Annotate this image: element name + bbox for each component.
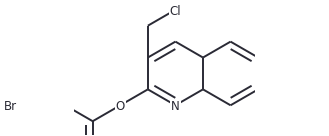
Text: O: O xyxy=(116,100,125,113)
Text: N: N xyxy=(171,100,180,113)
Text: Cl: Cl xyxy=(170,5,181,18)
Text: Br: Br xyxy=(3,100,16,113)
